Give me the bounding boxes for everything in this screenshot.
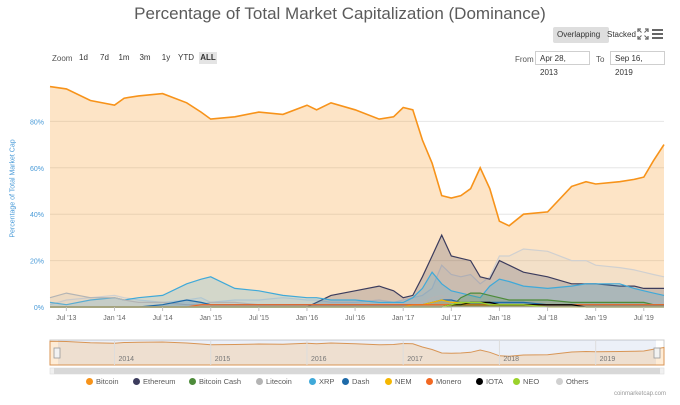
legend-item-nem[interactable]: NEM <box>385 376 412 388</box>
zoom-label: Zoom <box>52 54 73 63</box>
legend-label: Bitcoin <box>96 377 119 386</box>
series-area-bitcoin <box>50 86 664 307</box>
y-tick-label: 60% <box>30 166 44 173</box>
legend-item-iota[interactable]: IOTA <box>476 376 503 388</box>
y-tick-label: 80% <box>30 119 44 126</box>
legend-dot <box>476 378 483 385</box>
to-date-input[interactable]: Sep 16, 2019 <box>610 51 665 77</box>
zoom-option-1m[interactable]: 1m <box>118 53 130 62</box>
legend-dot <box>342 378 349 385</box>
legend-label: NEM <box>395 377 412 386</box>
legend-label: Dash <box>352 377 370 386</box>
legend-item-ethereum[interactable]: Ethereum <box>133 376 176 388</box>
legend-dot <box>309 378 316 385</box>
navigator-scroll-thumb[interactable] <box>54 368 660 374</box>
legend-item-bitcoin[interactable]: Bitcoin <box>86 376 119 388</box>
navigator-tick-label: 2019 <box>600 356 616 363</box>
legend-label: Bitcoin Cash <box>199 377 242 386</box>
legend-item-others[interactable]: Others <box>556 376 589 388</box>
chart-legend: Bitcoin Ethereum Bitcoin Cash Litecoin XRP Da… <box>0 376 680 390</box>
legend-item-neo[interactable]: NEO <box>513 376 539 388</box>
legend-label: IOTA <box>486 377 503 386</box>
legend-dot <box>513 378 520 385</box>
zoom-option-1d[interactable]: 1d <box>79 53 88 62</box>
y-tick-label: 20% <box>30 259 44 266</box>
zoom-option-all[interactable]: ALL <box>199 52 217 64</box>
legend-item-monero[interactable]: Monero <box>426 376 461 388</box>
chart-title: Percentage of Total Market Capitalizatio… <box>134 4 546 23</box>
to-label: To <box>596 55 605 64</box>
x-tick-label: Jul '16 <box>345 315 365 322</box>
x-tick-label: Jul '14 <box>153 315 173 322</box>
legend-dot <box>133 378 140 385</box>
x-tick-label: Jan '14 <box>103 315 125 322</box>
legend-dot <box>86 378 93 385</box>
series-area-iota <box>50 302 664 307</box>
navigator-right-handle[interactable] <box>653 347 661 359</box>
y-tick-label: 40% <box>30 212 44 219</box>
series-area-bitcoin-cash <box>50 293 664 307</box>
x-tick-label: Jan '17 <box>392 315 414 322</box>
y-tick-label: 0% <box>34 305 44 312</box>
navigator-tick-label: 2014 <box>118 356 134 363</box>
legend-dot <box>189 378 196 385</box>
series-area-ethereum <box>50 235 664 307</box>
legend-dot <box>385 378 392 385</box>
navigator-tick-label: 2015 <box>215 356 231 363</box>
navigator-series <box>49 340 665 366</box>
x-tick-label: Jan '19 <box>584 315 606 322</box>
legend-dot <box>556 378 563 385</box>
from-date-input[interactable]: Apr 28, 2013 <box>535 51 590 77</box>
legend-dot <box>426 378 433 385</box>
x-tick-label: Jan '16 <box>296 315 318 322</box>
legend-label: Others <box>566 377 589 386</box>
x-tick-label: Jul '17 <box>441 315 461 322</box>
navigator-tick-label: 2018 <box>503 356 519 363</box>
series-line-bitcoin <box>49 85 665 227</box>
series-line-xrp <box>49 271 665 306</box>
series-area-others <box>50 249 664 307</box>
source-credit: coinmarketcap.com <box>613 391 666 397</box>
legend-label: XRP <box>319 377 335 386</box>
zoom-option-3m[interactable]: 3m <box>139 53 151 62</box>
overlapping-button[interactable]: Overlapping <box>553 27 609 43</box>
series-area-litecoin <box>50 293 664 307</box>
legend-item-dash[interactable]: Dash <box>342 376 370 388</box>
legend-label: Monero <box>436 377 462 386</box>
x-tick-label: Jan '15 <box>200 315 222 322</box>
zoom-option-1y[interactable]: 1y <box>161 53 171 62</box>
plot-area <box>50 75 664 307</box>
legend-item-xrp[interactable]: XRP <box>309 376 334 388</box>
legend-dot <box>256 378 263 385</box>
x-tick-label: Jul '15 <box>249 315 269 322</box>
zoom-option-7d[interactable]: 7d <box>100 53 109 62</box>
navigator-tick-label: 2017 <box>407 356 423 363</box>
legend-label: Litecoin <box>266 377 292 386</box>
x-tick-label: Jul '18 <box>538 315 558 322</box>
fullscreen-icon[interactable] <box>637 28 649 40</box>
zoom-option-ytd[interactable]: YTD <box>178 53 194 62</box>
navigator-tick-label: 2016 <box>311 356 327 363</box>
legend-label: Ethereum <box>143 377 176 386</box>
navigator-left-handle[interactable] <box>53 347 61 359</box>
legend-item-litecoin[interactable]: Litecoin <box>256 376 292 388</box>
from-label: From <box>515 55 534 64</box>
hamburger-menu-icon[interactable] <box>652 29 663 39</box>
x-tick-label: Jul '19 <box>634 315 654 322</box>
series-area-neo <box>50 302 664 307</box>
legend-item-bitcoin-cash[interactable]: Bitcoin Cash <box>189 376 241 388</box>
stacked-button[interactable]: Stacked <box>607 30 636 39</box>
x-tick-label: Jan '18 <box>488 315 510 322</box>
x-tick-label: Jul '13 <box>56 315 76 322</box>
legend-label: NEO <box>523 377 540 386</box>
series-area-xrp <box>50 272 664 307</box>
